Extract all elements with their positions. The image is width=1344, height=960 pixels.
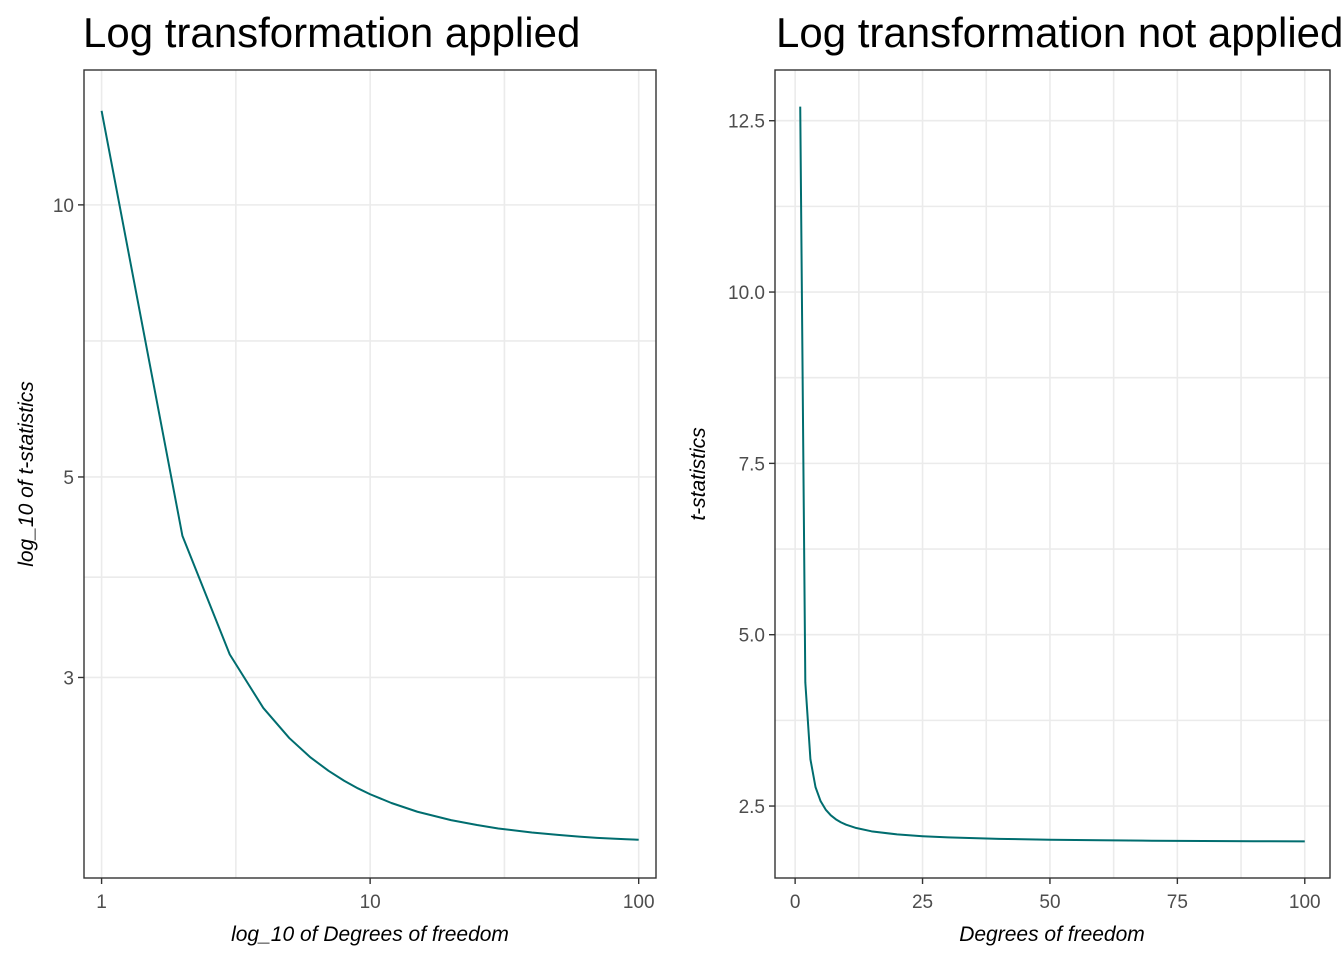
x-tick-label: 10 bbox=[360, 892, 381, 913]
y-tick-label: 7.5 bbox=[739, 454, 765, 475]
chart-title: Log transformation applied bbox=[83, 9, 580, 56]
grid-layer bbox=[84, 70, 656, 878]
x-tick-label: 50 bbox=[1039, 892, 1060, 913]
x-tick-label: 75 bbox=[1167, 892, 1188, 913]
series-layer bbox=[799, 106, 1305, 843]
chart-title: Log transformation not applied bbox=[776, 9, 1343, 56]
x-tick-label: 100 bbox=[623, 892, 655, 913]
y-tick-label: 12.5 bbox=[728, 112, 765, 133]
y-axis-title: log_10 of t-statistics bbox=[15, 381, 38, 567]
y-tick-label: 3 bbox=[63, 668, 74, 689]
x-tick-label: 25 bbox=[912, 892, 933, 913]
x-tick-label: 100 bbox=[1289, 892, 1321, 913]
x-axis-title: log_10 of Degrees of freedom bbox=[231, 923, 509, 946]
y-tick-label: 5.0 bbox=[739, 626, 765, 647]
y-tick-label: 10 bbox=[53, 196, 74, 217]
x-axis-title: Degrees of freedom bbox=[959, 923, 1145, 946]
y-tick-label: 10.0 bbox=[728, 283, 765, 304]
series-layer bbox=[100, 110, 639, 841]
x-tick-label: 0 bbox=[790, 892, 801, 913]
y-tick-label: 2.5 bbox=[739, 797, 765, 818]
y-axis-title: t-statistics bbox=[687, 427, 710, 521]
axis-layer: 1 10 100 3 5 10 bbox=[53, 196, 655, 913]
series-line bbox=[100, 110, 639, 841]
axis-layer: 0 25 50 75 100 2.5 5.0 7.5 10.0 12.5 bbox=[728, 112, 1321, 913]
x-tick-label: 1 bbox=[96, 892, 107, 913]
y-tick-label: 5 bbox=[63, 468, 74, 489]
panel-border bbox=[774, 69, 1331, 879]
series-line bbox=[799, 106, 1305, 843]
panel-log-transformation-not-applied: Log transformation not applied 0 25 50 75 10… bbox=[687, 9, 1343, 946]
panel-log-transformation-applied: Log transformation applied 1 10 100 3 5 10 lo… bbox=[15, 9, 657, 946]
grid-layer bbox=[775, 70, 1330, 878]
